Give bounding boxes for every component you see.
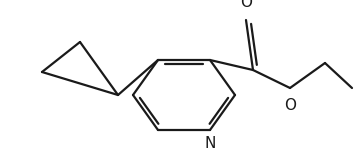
Text: N: N — [204, 136, 216, 152]
Text: O: O — [284, 98, 296, 113]
Text: O: O — [240, 0, 252, 10]
